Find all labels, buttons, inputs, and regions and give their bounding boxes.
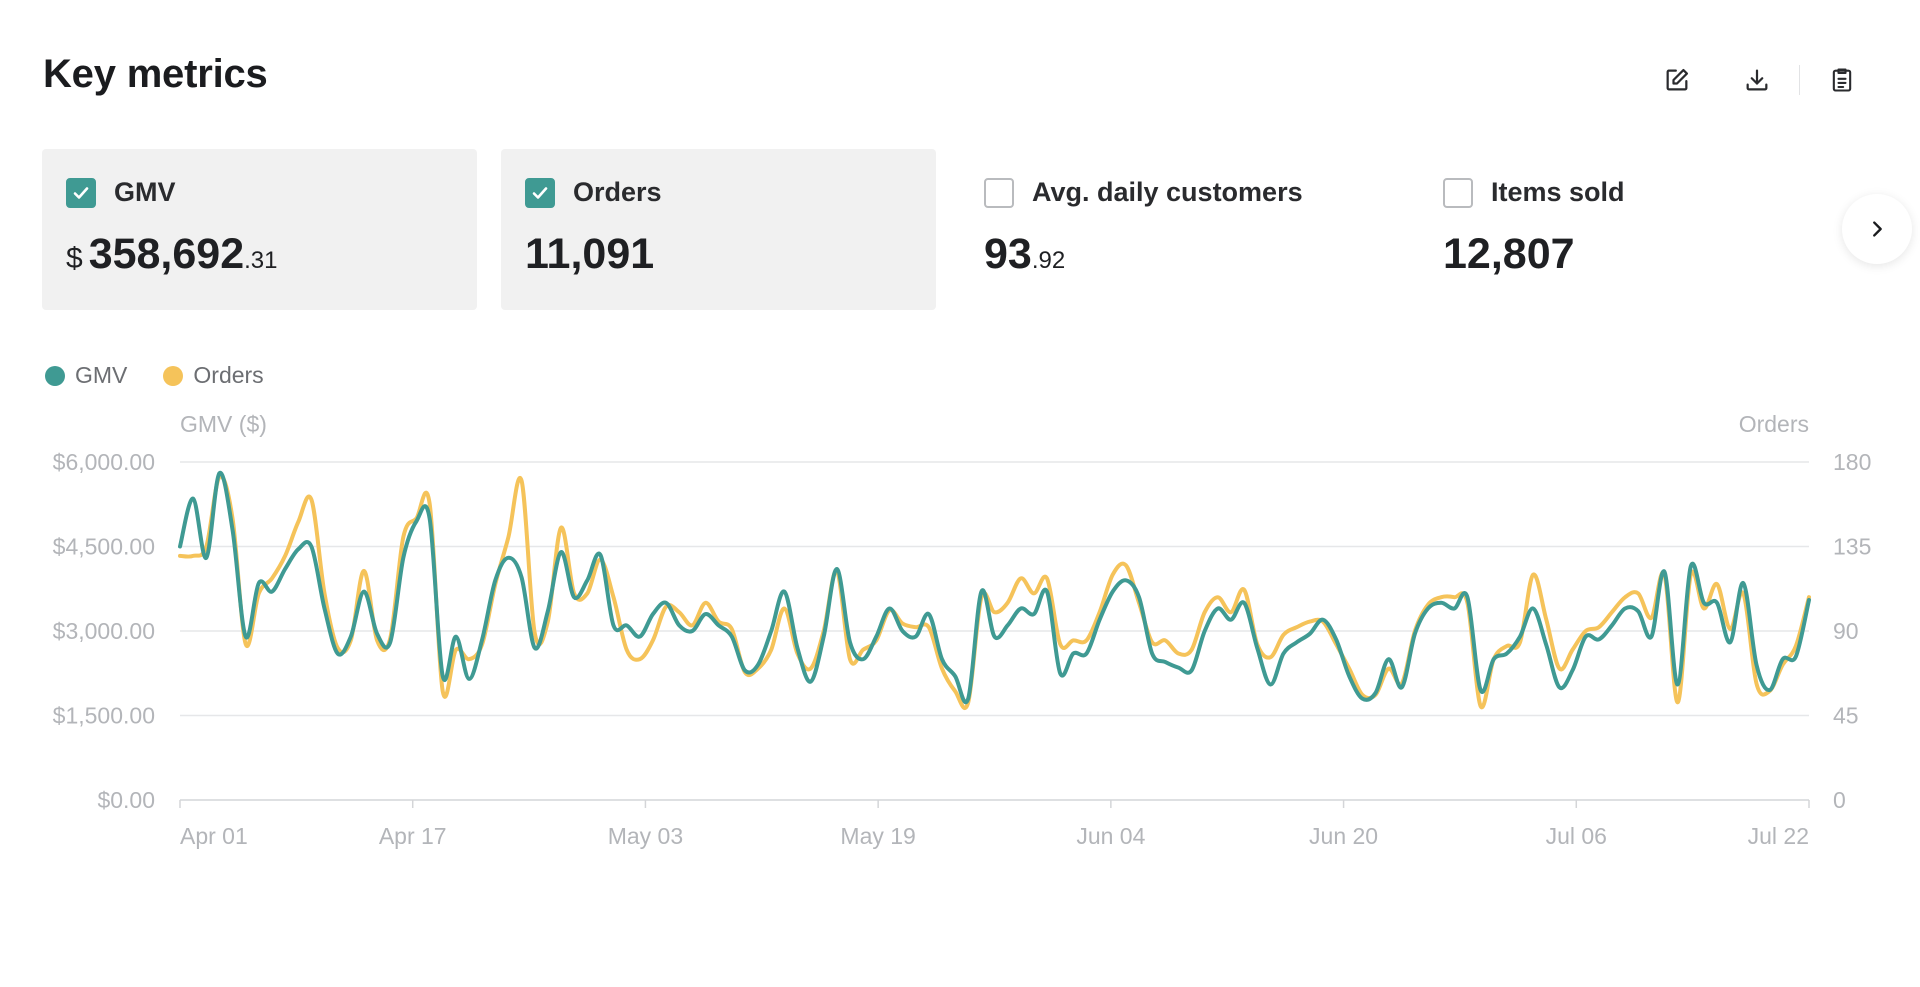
value-main: 12,807 [1443, 230, 1575, 278]
x-tick-label: Jun 04 [1076, 823, 1145, 849]
x-tick-label: May 19 [840, 823, 915, 849]
check-icon [73, 186, 89, 199]
legend-label: Orders [193, 362, 264, 388]
metric-label: Avg. daily customers [1032, 177, 1303, 207]
value-main: 358,692 [88, 230, 245, 278]
edit-icon [1666, 68, 1689, 91]
y-left-tick-label: $6,000.00 [53, 449, 155, 475]
y-right-axis-label: Orders [1739, 411, 1809, 437]
x-tick-label: Jul 22 [1748, 823, 1809, 849]
x-tick-label: Jun 20 [1309, 823, 1378, 849]
download-icon [1746, 69, 1768, 91]
metric-card-orders[interactable]: Orders 11,091 [501, 149, 936, 310]
legend-dot-gmv [45, 365, 65, 386]
clipboard-icon [1832, 68, 1852, 92]
download-button[interactable] [1737, 60, 1777, 100]
value-main: 93 [984, 230, 1032, 278]
metric-value: 93 .92 [984, 230, 1371, 279]
y-right-tick-label: 90 [1833, 618, 1859, 644]
metric-label: Orders [573, 177, 662, 207]
value-main: 11,091 [525, 230, 655, 278]
items-sold-checkbox[interactable] [1443, 177, 1473, 208]
metric-card-gmv[interactable]: GMV $ 358,692 .31 [42, 149, 477, 310]
legend-item-orders[interactable]: Orders [163, 362, 264, 389]
x-tick-label: Apr 01 [180, 823, 248, 849]
chart-legend: GMV Orders [45, 362, 300, 389]
next-metrics-button[interactable] [1842, 194, 1912, 264]
legend-dot-orders [163, 365, 184, 386]
y-left-tick-label: $3,000.00 [53, 618, 155, 644]
chevron-right-icon [1873, 221, 1882, 237]
y-left-tick-label: $0.00 [97, 787, 155, 813]
page-title: Key metrics [43, 52, 268, 96]
metric-value: 12,807 [1443, 230, 1830, 279]
metric-value: 11,091 [525, 230, 912, 279]
value-decimal: .92 [1031, 247, 1066, 274]
line-chart[interactable]: $0.00 0 $1,500.00 45 $3,000.00 90 $4,500.00 135… [0, 400, 1920, 860]
metric-card-items-sold[interactable]: Items sold 12,807 [1419, 149, 1854, 310]
avg-daily-customers-checkbox[interactable] [984, 177, 1014, 208]
report-button[interactable] [1822, 60, 1862, 100]
toolbar-divider [1799, 65, 1800, 95]
y-right-tick-label: 135 [1833, 534, 1871, 560]
metric-card-avg-daily-customers[interactable]: Avg. daily customers 93 .92 [960, 149, 1395, 310]
y-left-tick-label: $1,500.00 [53, 703, 155, 729]
legend-label: GMV [75, 362, 128, 388]
gmv-checkbox[interactable] [66, 177, 96, 208]
metric-label: GMV [114, 177, 176, 207]
y-left-tick-label: $4,500.00 [53, 534, 155, 560]
x-tick-label: Jul 06 [1546, 823, 1607, 849]
legend-item-gmv[interactable]: GMV [45, 362, 127, 389]
orders-checkbox[interactable] [525, 177, 555, 208]
check-icon [532, 186, 548, 199]
x-tick-label: Apr 17 [379, 823, 447, 849]
series-line-gmv [178, 471, 1811, 704]
series-line-orders [178, 474, 1811, 711]
y-right-tick-label: 0 [1833, 787, 1846, 813]
value-decimal: .31 [244, 247, 278, 274]
y-right-tick-label: 180 [1833, 449, 1871, 475]
toolbar [1617, 60, 1862, 100]
y-left-axis-label: GMV ($) [180, 411, 267, 437]
metric-cards: GMV $ 358,692 .31 Orders 11,091 Avg. dai… [42, 149, 1878, 310]
metric-value: $ 358,692 .31 [66, 230, 453, 279]
metric-label: Items sold [1491, 177, 1625, 207]
y-right-tick-label: 45 [1833, 703, 1859, 729]
edit-button[interactable] [1657, 60, 1697, 100]
currency-symbol: $ [66, 242, 83, 275]
x-tick-label: May 03 [608, 823, 683, 849]
